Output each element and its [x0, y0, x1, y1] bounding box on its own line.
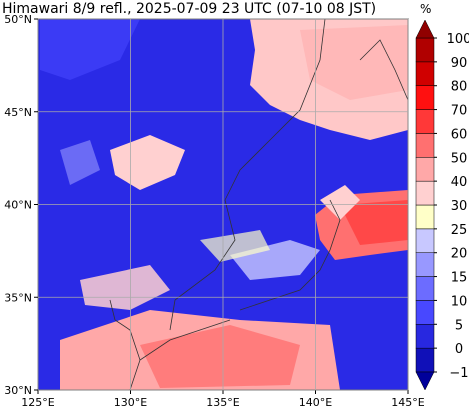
colorbar-label: 10: [451, 294, 468, 309]
y-tick-label: 35°N: [4, 291, 32, 304]
colorbar-label: 80: [451, 80, 468, 95]
x-tick-label: 140°E: [299, 396, 332, 409]
colorbar-label: 15: [451, 271, 468, 286]
y-tick-label: 45°N: [4, 106, 32, 119]
colorbar-segment: [415, 180, 435, 206]
colorbar-label: 60: [451, 127, 468, 142]
y-tick-label: 50°N: [4, 13, 32, 26]
y-tick-label: 40°N: [4, 199, 32, 212]
colorbar-label: 20: [451, 247, 468, 262]
colorbar-label: 5: [455, 318, 463, 333]
colorbar-unit: %: [420, 2, 431, 16]
colorbar-segment: [415, 324, 435, 349]
colorbar-label: 100: [447, 32, 469, 47]
colorbar-segment: [415, 37, 435, 63]
x-tick-label: 145°E: [391, 396, 424, 409]
colorbar-under: [415, 371, 435, 391]
colorbar-segment: [415, 300, 435, 325]
colorbar-segment: [415, 109, 435, 134]
colorbar-segment: [415, 252, 435, 277]
colorbar-label: 0: [455, 342, 463, 357]
colorbar-label: 30: [451, 199, 468, 214]
colorbar-segment: [415, 61, 435, 86]
colorbar-segment: [415, 85, 435, 110]
colorbar-over: [415, 19, 435, 39]
colorbar-label: 70: [451, 104, 468, 119]
colorbar-label: 50: [451, 151, 468, 166]
x-tick-label: 125°E: [21, 396, 54, 409]
colorbar-segment: [415, 133, 435, 158]
colorbar-label: −1: [449, 366, 468, 381]
y-tick-label: 30°N: [4, 384, 32, 397]
x-tick-label: 130°E: [114, 396, 147, 409]
title: Himawari 8/9 refl., 2025-07-09 23 UTC (0…: [2, 1, 376, 17]
colorbar-label: 40: [451, 175, 468, 190]
colorbar-label: 25: [451, 223, 468, 238]
colorbar-label: 90: [451, 56, 468, 71]
colorbar-segment: [415, 347, 435, 373]
colorbar-segment: [415, 228, 435, 253]
colorbar-segment: [415, 204, 435, 230]
colorbar-segment: [415, 157, 435, 182]
x-tick-label: 135°E: [206, 396, 239, 409]
colorbar-segment: [415, 276, 435, 301]
